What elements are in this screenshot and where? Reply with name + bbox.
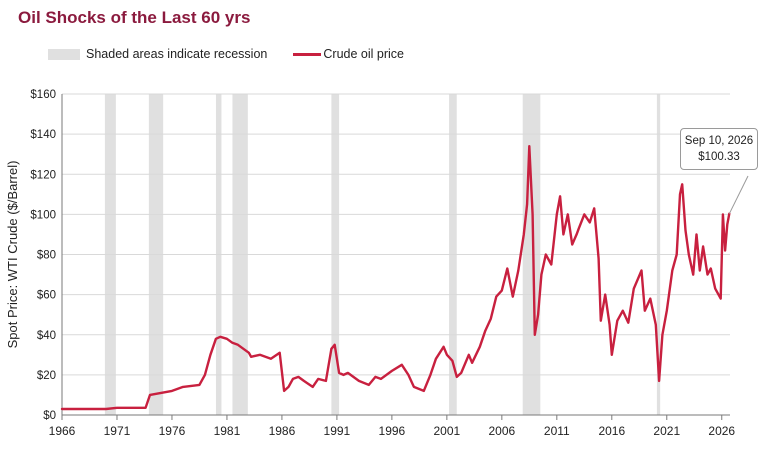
page-title: Oil Shocks of the Last 60 yrs [18,8,251,27]
legend-recession-label: Shaded areas indicate recession [86,47,268,61]
series-swatch [293,52,322,56]
x-tick-label: 2006 [488,424,515,438]
x-tick-label: 2016 [598,424,625,438]
callout-pointer [728,175,749,214]
legend-series-label: Crude oil price [323,47,404,61]
y-tick-label: $100 [30,209,56,221]
x-tick-label: 1986 [269,424,296,438]
latest-value-callout: Sep 10, 2026 $100.33 [680,128,758,170]
callout-value: $100.33 [698,151,740,163]
legend-item-series: Crude oil price [293,47,404,61]
recession-swatch [48,48,80,60]
legend: Shaded areas indicate recession Crude oi… [48,47,430,61]
x-tick-label: 1981 [214,424,241,438]
series-line [60,145,731,411]
y-axis-label: Spot Price: WTI Crude ($/Barrel) [5,161,20,349]
y-tick-label: $160 [30,89,56,101]
x-tick-label: 2001 [434,424,461,438]
series-layer [60,145,731,411]
x-tick-label: 1966 [49,424,76,438]
legend-item-recession: Shaded areas indicate recession [48,47,267,61]
y-tick-label: $140 [30,129,56,141]
y-tick-label: $20 [37,370,56,382]
y-tick-label: $120 [30,169,56,181]
x-tick-label: 1976 [159,424,186,438]
x-tick-label: 2011 [544,424,570,438]
x-tick-label: 1991 [324,424,351,438]
y-tick-label: $0 [43,410,56,422]
y-tick-label: $40 [37,330,56,342]
axes: $0 $20 $40 $60 $80 $100 $120 $140 $160 1966 1971 19… [30,89,735,438]
grid-lines [62,93,730,376]
x-tick-label: 2026 [708,424,735,438]
x-tick-label: 1996 [379,424,406,438]
x-tick-label: 1971 [104,424,131,438]
y-tick-label: $60 [37,290,56,302]
callout-date: Sep 10, 2026 [684,135,754,147]
x-tick-label: 2021 [653,424,680,438]
y-tick-label: $80 [37,250,56,262]
